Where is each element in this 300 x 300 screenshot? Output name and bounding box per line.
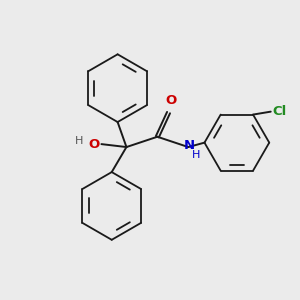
Text: O: O	[165, 94, 176, 107]
Text: H: H	[74, 136, 83, 146]
Text: Cl: Cl	[272, 105, 286, 118]
Text: N: N	[183, 140, 194, 152]
Text: O: O	[88, 138, 99, 151]
Text: H: H	[192, 150, 200, 160]
